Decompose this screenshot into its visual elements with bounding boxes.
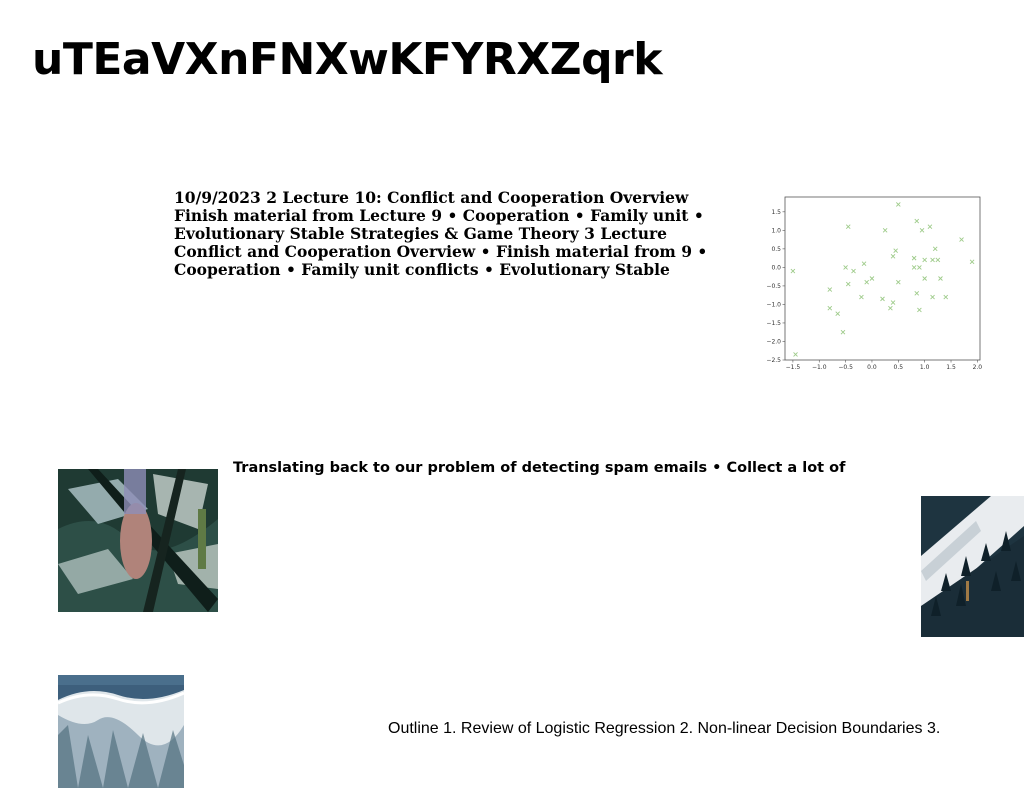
scatter-chart: −1.5 −1.0 −0.5 0.0 0.5 1.0 1.5 2.0 −2.5 −2.0 −1.5 −… bbox=[766, 196, 983, 371]
data-point bbox=[938, 276, 943, 281]
data-point bbox=[851, 268, 856, 274]
x-tick-label: −0.5 bbox=[838, 364, 853, 371]
x-tick-label: 0.0 bbox=[867, 364, 877, 371]
data-point bbox=[888, 305, 893, 311]
data-point bbox=[890, 253, 896, 259]
data-point bbox=[882, 228, 888, 233]
data-point bbox=[840, 329, 846, 335]
plot-frame bbox=[784, 196, 981, 361]
y-tick-label: 1.5 bbox=[771, 209, 781, 216]
x-tick-label: −1.0 bbox=[812, 364, 827, 371]
x-tick-label: 2.0 bbox=[973, 364, 983, 371]
data-point bbox=[843, 265, 848, 270]
data-point bbox=[793, 352, 798, 357]
spam-detection-text: Translating back to our problem of detec… bbox=[233, 460, 846, 476]
data-point bbox=[919, 228, 925, 233]
y-tick-label: 0.0 bbox=[771, 264, 781, 271]
lecture-text-block: 10/9/2023 2 Lecture 10: Conflict and Coo… bbox=[174, 188, 708, 279]
x-tick-label: 0.5 bbox=[894, 364, 904, 371]
x-tick-label: −1.5 bbox=[786, 364, 801, 371]
data-point bbox=[869, 276, 875, 281]
data-point bbox=[827, 287, 833, 292]
snowy-ridge-photo bbox=[58, 675, 184, 788]
data-point bbox=[859, 294, 864, 300]
data-point bbox=[959, 237, 964, 242]
y-tick-label: −1.0 bbox=[766, 301, 781, 308]
y-tick-label: 0.5 bbox=[771, 246, 781, 253]
data-point bbox=[930, 294, 935, 300]
data-point bbox=[922, 276, 927, 281]
data-point bbox=[917, 307, 922, 313]
y-tick-label: −1.5 bbox=[766, 320, 781, 327]
data-point bbox=[890, 300, 896, 305]
data-point bbox=[845, 281, 851, 287]
data-point bbox=[969, 259, 975, 265]
data-point bbox=[845, 224, 851, 229]
data-point bbox=[943, 294, 949, 300]
snowy-forest-photo bbox=[921, 496, 1024, 637]
data-point bbox=[917, 265, 922, 270]
data-point bbox=[861, 261, 867, 266]
data-point bbox=[827, 305, 833, 311]
outline-text: Outline 1. Review of Logistic Regression… bbox=[388, 720, 941, 737]
data-point bbox=[911, 255, 917, 261]
data-point bbox=[914, 290, 920, 296]
data-point bbox=[835, 311, 841, 317]
data-point bbox=[790, 268, 796, 274]
data-point bbox=[922, 257, 927, 263]
data-point bbox=[927, 224, 933, 229]
data-point bbox=[895, 279, 901, 285]
data-point bbox=[935, 257, 941, 263]
x-tick-label: 1.0 bbox=[920, 364, 930, 371]
data-point bbox=[914, 218, 920, 224]
data-point bbox=[893, 248, 898, 254]
data-point bbox=[911, 265, 917, 270]
data-point bbox=[880, 296, 885, 302]
y-tick-label: −0.5 bbox=[766, 283, 781, 290]
page-title: uTEaVXnFNXwKFYRXZqrk bbox=[32, 34, 663, 85]
data-point bbox=[895, 202, 901, 207]
data-point bbox=[932, 246, 938, 252]
y-tick-label: −2.5 bbox=[766, 357, 781, 364]
data-point bbox=[864, 279, 870, 285]
data-point bbox=[930, 257, 935, 263]
x-tick-label: 1.5 bbox=[946, 364, 956, 371]
forest-figure-photo bbox=[58, 469, 218, 612]
y-tick-label: −2.0 bbox=[766, 338, 781, 345]
y-tick-label: 1.0 bbox=[771, 227, 781, 234]
